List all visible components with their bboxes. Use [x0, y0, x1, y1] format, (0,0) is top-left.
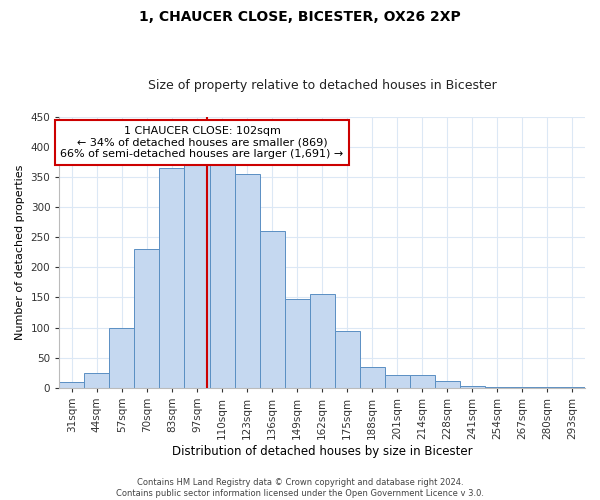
Bar	[510, 386, 535, 388]
Bar	[209, 162, 235, 388]
Bar	[385, 375, 410, 388]
Bar	[260, 231, 284, 388]
Y-axis label: Number of detached properties: Number of detached properties	[15, 164, 25, 340]
Bar	[109, 328, 134, 388]
Bar	[460, 386, 485, 388]
Text: 1 CHAUCER CLOSE: 102sqm
← 34% of detached houses are smaller (869)
66% of semi-d: 1 CHAUCER CLOSE: 102sqm ← 34% of detache…	[61, 126, 344, 159]
Bar	[134, 250, 160, 388]
Text: Contains HM Land Registry data © Crown copyright and database right 2024.
Contai: Contains HM Land Registry data © Crown c…	[116, 478, 484, 498]
Bar	[410, 375, 435, 388]
Bar	[335, 330, 360, 388]
Title: Size of property relative to detached houses in Bicester: Size of property relative to detached ho…	[148, 79, 497, 92]
X-axis label: Distribution of detached houses by size in Bicester: Distribution of detached houses by size …	[172, 444, 472, 458]
Bar	[435, 381, 460, 388]
Bar	[360, 366, 385, 388]
Bar	[160, 168, 184, 388]
Bar	[59, 382, 85, 388]
Text: 1, CHAUCER CLOSE, BICESTER, OX26 2XP: 1, CHAUCER CLOSE, BICESTER, OX26 2XP	[139, 10, 461, 24]
Bar	[535, 387, 560, 388]
Bar	[85, 372, 109, 388]
Bar	[310, 294, 335, 388]
Bar	[485, 386, 510, 388]
Bar	[284, 300, 310, 388]
Bar	[184, 165, 209, 388]
Bar	[560, 387, 585, 388]
Bar	[235, 174, 260, 388]
